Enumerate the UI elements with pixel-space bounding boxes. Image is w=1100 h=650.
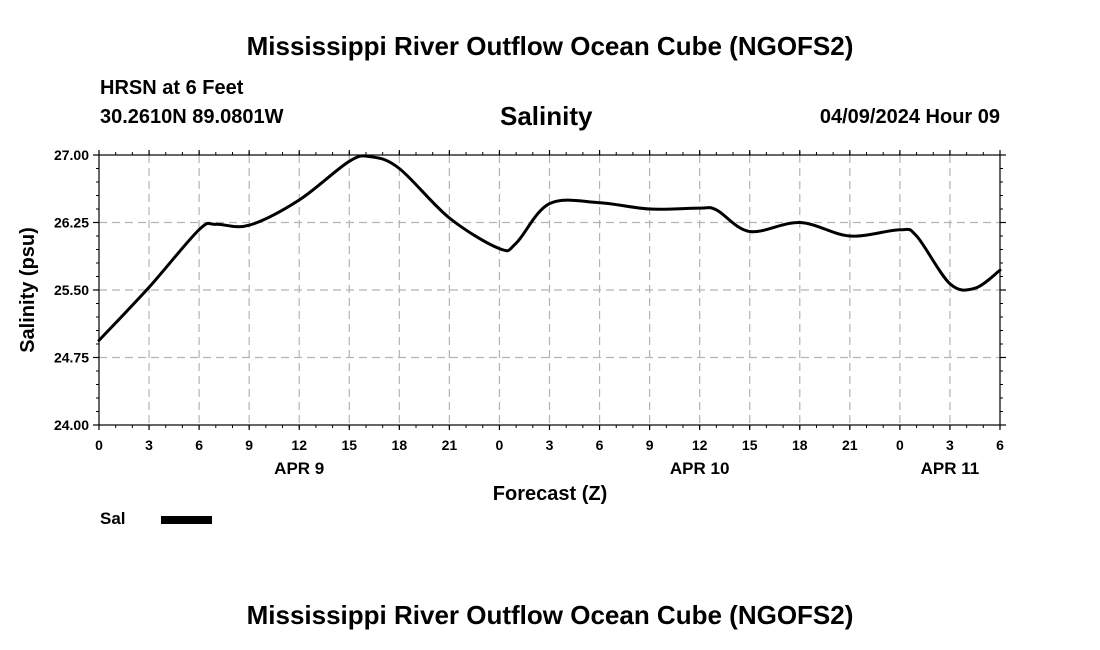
- x-axis-label: Forecast (Z): [493, 483, 607, 505]
- x-tick-label: 0: [496, 437, 504, 453]
- chart-title-top: Mississippi River Outflow Ocean Cube (NG…: [246, 31, 854, 61]
- x-tick-label: 21: [842, 437, 858, 453]
- y-tick-label: 25.50: [54, 282, 89, 298]
- x-tick-label: 12: [291, 437, 307, 453]
- x-tick-label: 3: [145, 437, 153, 453]
- x-tick-label: 15: [341, 437, 357, 453]
- x-tick-label: 12: [692, 437, 708, 453]
- x-tick-label: 18: [392, 437, 408, 453]
- y-axis-label: Salinity (psu): [17, 227, 39, 353]
- legend-swatch: [161, 516, 212, 524]
- legend-label: Sal: [100, 509, 126, 528]
- chart-title-bottom: Mississippi River Outflow Ocean Cube (NG…: [246, 600, 854, 630]
- date-label: APR 9: [274, 459, 324, 478]
- chart-subtitle: Salinity: [500, 101, 593, 131]
- x-tick-label: 3: [546, 437, 554, 453]
- x-tick-label: 6: [596, 437, 604, 453]
- y-tick-label: 27.00: [54, 147, 89, 163]
- y-tick-label: 26.25: [54, 215, 89, 231]
- station-label: HRSN at 6 Feet: [100, 77, 244, 99]
- forecast-datetime: 04/09/2024 Hour 09: [819, 106, 1000, 128]
- x-tick-label: 15: [742, 437, 758, 453]
- y-tick-label: 24.00: [54, 417, 89, 433]
- x-tick-label: 9: [245, 437, 253, 453]
- date-label: APR 10: [670, 459, 730, 478]
- x-tick-label: 21: [442, 437, 458, 453]
- ticks: [93, 150, 1006, 430]
- date-label: APR 11: [921, 459, 980, 478]
- x-tick-label: 0: [896, 437, 904, 453]
- x-tick-label: 9: [646, 437, 654, 453]
- salinity-series-line: [97, 154, 1002, 342]
- x-tick-label: 3: [946, 437, 954, 453]
- x-tick-label: 0: [95, 437, 103, 453]
- x-tick-label: 6: [996, 437, 1004, 453]
- x-tick-label: 18: [792, 437, 808, 453]
- grid: [99, 155, 1000, 425]
- x-tick-label: 6: [195, 437, 203, 453]
- y-tick-label: 24.75: [54, 350, 89, 366]
- tick-labels: 24.00 24.75 25.50 26.25 27.00 0 3 6 9 12 15 18 21 0 3 6…: [54, 147, 1004, 478]
- station-coordinates: 30.2610N 89.0801W: [100, 106, 284, 128]
